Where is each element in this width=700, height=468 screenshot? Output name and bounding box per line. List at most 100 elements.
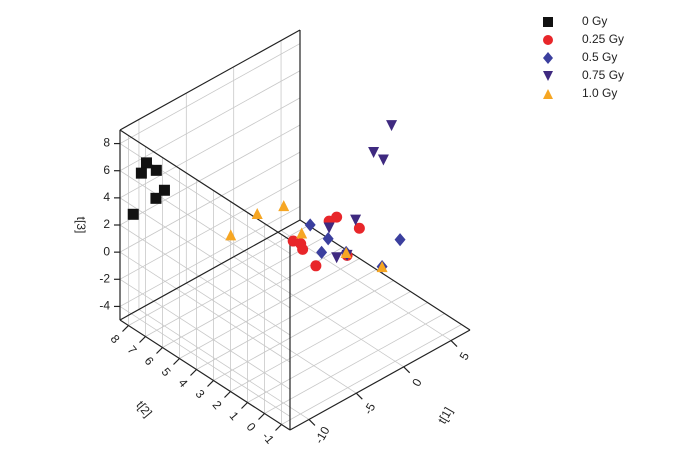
tick	[224, 391, 231, 398]
tick	[156, 347, 163, 354]
tick	[241, 402, 248, 409]
axis-edge	[119, 129, 291, 241]
point	[376, 261, 388, 273]
grid-line	[196, 269, 377, 370]
grid-line	[119, 124, 301, 226]
grid-line	[179, 258, 360, 359]
tick	[355, 392, 363, 400]
point	[394, 233, 406, 247]
grid-line	[119, 43, 301, 144]
x-tick-label: 0	[409, 376, 425, 389]
z-tick-label: 4	[103, 190, 110, 204]
tick	[275, 424, 282, 431]
grid-line	[280, 230, 452, 341]
point	[140, 157, 152, 169]
point	[158, 184, 170, 196]
axis-edge	[119, 319, 291, 431]
legend-label: 0.25 Gy	[582, 32, 624, 46]
y-tick-label: 7	[125, 343, 140, 357]
point	[310, 260, 322, 272]
z-tick-label: 0	[103, 244, 110, 258]
grid-line	[119, 170, 291, 282]
grid-line	[119, 197, 291, 309]
z-tick-label: 2	[103, 217, 110, 231]
grid-line	[128, 225, 309, 326]
point	[323, 222, 335, 234]
grid-line	[119, 224, 291, 336]
point	[316, 245, 328, 260]
tick	[139, 336, 146, 343]
legend-label: 0 Gy	[582, 14, 607, 28]
grid-line	[264, 313, 445, 414]
point	[150, 164, 162, 176]
y-tick-label: -1	[259, 429, 277, 446]
tick	[403, 366, 411, 374]
tick	[308, 419, 316, 426]
y-tick-label: 8	[108, 332, 123, 346]
point	[386, 120, 398, 132]
point	[296, 227, 308, 239]
point	[543, 71, 553, 81]
point	[543, 17, 553, 27]
grid-line	[119, 97, 301, 199]
point	[322, 232, 334, 246]
point	[278, 200, 290, 212]
z-tick-label: 6	[103, 163, 110, 177]
point	[368, 147, 380, 159]
point	[225, 229, 237, 241]
tick	[122, 325, 129, 332]
grid-line	[186, 282, 357, 394]
point	[135, 167, 147, 179]
grid-line	[119, 251, 291, 363]
grid-line	[145, 236, 326, 337]
point	[377, 154, 389, 166]
legend-label: 1.0 Gy	[582, 86, 617, 100]
y-tick-label: 0	[244, 420, 259, 434]
x-axis-title: t[1]	[435, 405, 455, 426]
point	[304, 218, 316, 232]
point	[543, 89, 553, 99]
point	[127, 208, 139, 220]
z-tick-label: -2	[99, 271, 110, 285]
grid-line	[247, 302, 428, 403]
tick	[173, 358, 180, 365]
tick	[207, 380, 214, 387]
point	[353, 222, 365, 234]
tick	[450, 340, 458, 347]
y-tick-label: 1	[227, 409, 242, 423]
y-tick-label: 3	[193, 387, 208, 401]
point	[251, 207, 263, 219]
z-tick-label: -4	[99, 299, 110, 313]
y-tick-label: 5	[159, 365, 174, 379]
point	[340, 247, 352, 259]
x-tick-label: -10	[312, 424, 333, 446]
tick	[258, 413, 265, 420]
grid-line	[233, 256, 404, 368]
grid-line	[119, 306, 291, 417]
point	[350, 214, 362, 226]
axis-edge	[289, 329, 471, 431]
y-axis-title: t[2]	[133, 398, 154, 420]
point	[150, 192, 162, 204]
legend-label: 0.75 Gy	[582, 68, 624, 82]
grid-line	[138, 309, 310, 420]
point	[543, 52, 553, 64]
grid-line	[119, 278, 291, 390]
legend-label: 0.5 Gy	[582, 50, 617, 64]
point	[297, 243, 309, 255]
point	[543, 35, 553, 45]
point	[331, 252, 343, 264]
x-tick-label: 5	[457, 349, 473, 362]
y-tick-label: 6	[142, 354, 157, 368]
z-axis-title: t[3]	[74, 217, 88, 234]
z-tick-label: 8	[103, 136, 110, 150]
grid-line	[281, 324, 462, 425]
grid-line	[230, 291, 411, 392]
grid-line	[119, 70, 301, 172]
y-tick-label: 4	[176, 376, 191, 390]
axis-edge	[119, 29, 301, 131]
y-tick-label: 2	[210, 398, 225, 412]
tick	[190, 369, 197, 376]
x-tick-label: -5	[361, 400, 379, 417]
